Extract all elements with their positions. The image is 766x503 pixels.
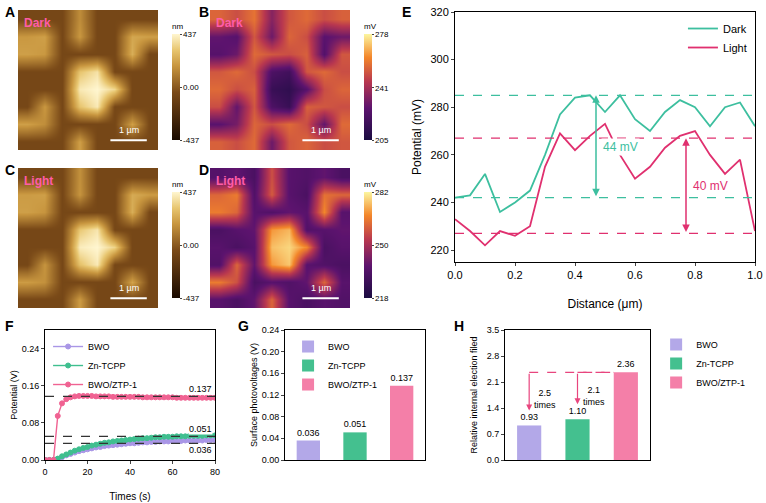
svg-text:0.4: 0.4 xyxy=(567,269,582,281)
svg-text:Dark: Dark xyxy=(24,16,51,30)
svg-text:0.0: 0.0 xyxy=(447,269,462,281)
svg-text:-437: -437 xyxy=(183,294,200,303)
svg-text:0.036: 0.036 xyxy=(189,445,212,455)
svg-text:0.16: 0.16 xyxy=(22,381,40,391)
svg-text:220: 220 xyxy=(430,244,448,256)
svg-text:0.2: 0.2 xyxy=(507,269,522,281)
svg-text:B: B xyxy=(199,4,209,20)
svg-text:280: 280 xyxy=(430,101,448,113)
svg-text:Light: Light xyxy=(216,174,245,188)
svg-text:80: 80 xyxy=(210,467,220,477)
svg-text:260: 260 xyxy=(430,149,448,161)
svg-text:278: 278 xyxy=(375,30,389,39)
svg-text:nm: nm xyxy=(172,22,183,31)
svg-text:0.04: 0.04 xyxy=(262,433,280,443)
svg-text:240: 240 xyxy=(430,196,448,208)
svg-text:0.20: 0.20 xyxy=(262,347,280,357)
svg-text:Relative internal election fil: Relative internal election filed xyxy=(469,336,479,453)
svg-text:1.4: 1.4 xyxy=(487,403,500,413)
svg-text:44 mV: 44 mV xyxy=(603,140,638,154)
svg-text:BWO: BWO xyxy=(328,342,350,352)
svg-text:0.7: 0.7 xyxy=(487,429,500,439)
svg-text:1.0: 1.0 xyxy=(747,269,762,281)
svg-text:0.00: 0.00 xyxy=(262,455,280,465)
svg-text:0.00: 0.00 xyxy=(183,83,199,92)
svg-text:0.12: 0.12 xyxy=(262,390,280,400)
svg-text:437: 437 xyxy=(183,188,197,197)
svg-text:0.051: 0.051 xyxy=(189,424,212,434)
svg-text:282: 282 xyxy=(375,188,389,197)
svg-text:0: 0 xyxy=(42,467,47,477)
svg-text:320: 320 xyxy=(430,6,448,18)
svg-text:BWO/ZTP-1: BWO/ZTP-1 xyxy=(696,378,745,388)
svg-text:G: G xyxy=(238,318,249,334)
svg-text:0.00: 0.00 xyxy=(22,455,40,465)
svg-text:A: A xyxy=(5,4,15,20)
svg-text:H: H xyxy=(454,318,464,334)
svg-text:nm: nm xyxy=(172,180,183,189)
svg-text:2.36: 2.36 xyxy=(617,359,635,369)
svg-text:Distance (μm): Distance (μm) xyxy=(568,297,643,311)
svg-text:0.0: 0.0 xyxy=(487,455,500,465)
svg-text:0.93: 0.93 xyxy=(520,412,538,422)
svg-text:0.137: 0.137 xyxy=(390,373,413,383)
svg-text:3.5: 3.5 xyxy=(487,325,500,335)
svg-text:0.8: 0.8 xyxy=(687,269,702,281)
svg-text:BWO/ZTP-1: BWO/ZTP-1 xyxy=(328,380,377,390)
svg-text:BWO: BWO xyxy=(88,342,110,352)
svg-text:0.137: 0.137 xyxy=(189,384,212,394)
svg-text:2.1times: 2.1times xyxy=(583,385,605,407)
svg-text:BWO/ZTP-1: BWO/ZTP-1 xyxy=(88,380,137,390)
svg-text:0.24: 0.24 xyxy=(22,344,40,354)
svg-text:218: 218 xyxy=(375,294,389,303)
svg-text:0.00: 0.00 xyxy=(183,241,199,250)
svg-text:20: 20 xyxy=(82,467,92,477)
svg-text:Light: Light xyxy=(24,174,53,188)
svg-text:mV: mV xyxy=(364,180,377,189)
svg-text:0.036: 0.036 xyxy=(297,428,320,438)
svg-text:D: D xyxy=(199,162,209,178)
svg-text:0.08: 0.08 xyxy=(262,412,280,422)
svg-text:60: 60 xyxy=(167,467,177,477)
svg-text:1 µm: 1 µm xyxy=(119,125,139,135)
svg-text:Potential (V): Potential (V) xyxy=(9,370,19,420)
svg-text:0.16: 0.16 xyxy=(262,368,280,378)
svg-text:0.24: 0.24 xyxy=(262,325,280,335)
svg-text:Dark: Dark xyxy=(723,23,747,35)
svg-text:Times (s): Times (s) xyxy=(109,491,150,502)
svg-text:Zn-TCPP: Zn-TCPP xyxy=(328,361,366,371)
svg-text:Potential (mV): Potential (mV) xyxy=(410,99,424,175)
svg-text:300: 300 xyxy=(430,53,448,65)
svg-text:mV: mV xyxy=(364,22,377,31)
svg-text:Zn-TCPP: Zn-TCPP xyxy=(88,361,126,371)
svg-text:0.08: 0.08 xyxy=(22,418,40,428)
svg-text:40: 40 xyxy=(125,467,135,477)
svg-text:205: 205 xyxy=(375,136,389,145)
svg-text:C: C xyxy=(5,162,15,178)
svg-text:437: 437 xyxy=(183,30,197,39)
svg-text:F: F xyxy=(5,318,14,334)
svg-text:2.8: 2.8 xyxy=(487,351,500,361)
svg-text:40 mV: 40 mV xyxy=(693,179,728,193)
svg-text:2.1: 2.1 xyxy=(487,377,500,387)
svg-text:0.051: 0.051 xyxy=(344,419,367,429)
svg-text:Surface photovoltages (V): Surface photovoltages (V) xyxy=(249,343,259,447)
svg-text:0.6: 0.6 xyxy=(627,269,642,281)
svg-text:E: E xyxy=(402,4,411,20)
svg-text:Zn-TCPP: Zn-TCPP xyxy=(696,359,734,369)
svg-text:1.10: 1.10 xyxy=(569,406,587,416)
svg-text:1 µm: 1 µm xyxy=(311,283,331,293)
svg-text:250: 250 xyxy=(375,241,389,250)
svg-text:BWO: BWO xyxy=(696,340,718,350)
svg-text:1 µm: 1 µm xyxy=(119,283,139,293)
svg-text:-437: -437 xyxy=(183,136,200,145)
svg-text:Light: Light xyxy=(723,42,747,54)
svg-text:Dark: Dark xyxy=(216,16,243,30)
svg-text:2.5times: 2.5times xyxy=(534,388,556,410)
svg-text:241: 241 xyxy=(375,84,389,93)
svg-text:1 µm: 1 µm xyxy=(311,125,331,135)
